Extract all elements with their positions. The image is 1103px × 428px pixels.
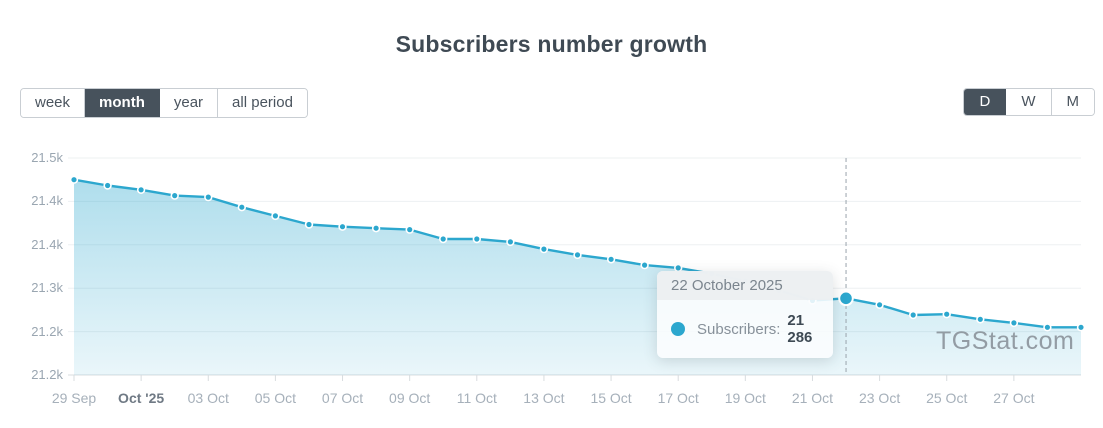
data-point[interactable] (1009, 318, 1019, 328)
data-point[interactable] (371, 224, 381, 233)
data-point[interactable] (472, 234, 481, 244)
x-axis-label: 11 Oct (456, 390, 497, 406)
data-point[interactable] (136, 185, 146, 195)
resolution-tab-m[interactable]: M (1051, 89, 1094, 115)
y-axis-label: 21.3k (31, 280, 63, 296)
watermark: TGStat.com (936, 327, 1075, 355)
data-point[interactable] (338, 222, 347, 231)
x-axis-label: 13 Oct (523, 390, 565, 406)
tooltip-value: 21 286 (787, 312, 813, 346)
series-area-fill (74, 179, 1081, 375)
data-point[interactable] (875, 300, 884, 309)
y-axis-label: 21.2k (31, 323, 63, 339)
period-tab-week[interactable]: week (21, 89, 86, 117)
period-tab-year[interactable]: year (159, 89, 219, 117)
x-axis-label: 19 Oct (724, 390, 766, 406)
x-axis-label: 03 Oct (187, 390, 229, 406)
x-axis-label: 27 Oct (993, 390, 1035, 406)
period-tab-month[interactable]: month (85, 89, 160, 117)
tooltip: 22 October 2025 Subscribers: 21 286 (657, 271, 833, 358)
data-point[interactable] (908, 310, 918, 320)
data-point[interactable] (271, 211, 280, 221)
resolution-tab-w[interactable]: W (1006, 89, 1052, 115)
data-point[interactable] (103, 181, 112, 190)
data-point[interactable] (69, 175, 79, 184)
data-point[interactable] (304, 220, 314, 229)
data-point[interactable] (237, 203, 247, 212)
period-tab-all-period[interactable]: all period (218, 89, 307, 117)
x-axis-label: 17 Oct (657, 390, 699, 406)
x-axis-label: 05 Oct (254, 390, 297, 406)
data-point[interactable] (942, 310, 951, 319)
data-point[interactable] (405, 225, 414, 234)
data-point[interactable] (1043, 323, 1052, 332)
data-point[interactable] (204, 192, 213, 202)
x-axis-label: 29 Sep (51, 390, 97, 406)
chart-title: Subscribers number growth (395, 31, 708, 57)
x-axis-label: 09 Oct (389, 390, 431, 406)
x-axis-label: 23 Oct (858, 390, 901, 406)
y-axis-label: 21.4k (31, 193, 63, 209)
data-point[interactable] (573, 250, 582, 260)
data-point[interactable] (506, 237, 515, 247)
data-point[interactable] (439, 234, 448, 244)
data-point[interactable] (170, 191, 179, 200)
data-point[interactable] (976, 315, 985, 324)
data-point[interactable] (1076, 323, 1086, 332)
tooltip-series-label: Subscribers: (697, 320, 781, 338)
y-axis-label: 21.5k (31, 150, 63, 165)
tooltip-date: 22 October 2025 (657, 271, 833, 300)
x-axis-label: 07 Oct (321, 390, 364, 406)
y-axis-label: 21.2k (31, 367, 63, 382)
x-axis-label: 25 Oct (926, 390, 968, 406)
highlighted-data-point[interactable] (838, 290, 854, 307)
resolution-tab-d[interactable]: D (964, 89, 1007, 115)
x-axis-label: 21 Oct (791, 390, 834, 406)
x-axis-label: 15 Oct (590, 390, 632, 406)
period-tab-group: week month year all period (20, 88, 308, 118)
y-axis-label: 21.4k (31, 236, 63, 252)
data-point[interactable] (539, 244, 549, 254)
data-point[interactable] (606, 255, 616, 264)
series-marker-icon (671, 322, 685, 336)
data-point[interactable] (640, 260, 649, 270)
x-axis-label: Oct '25 (118, 390, 165, 406)
